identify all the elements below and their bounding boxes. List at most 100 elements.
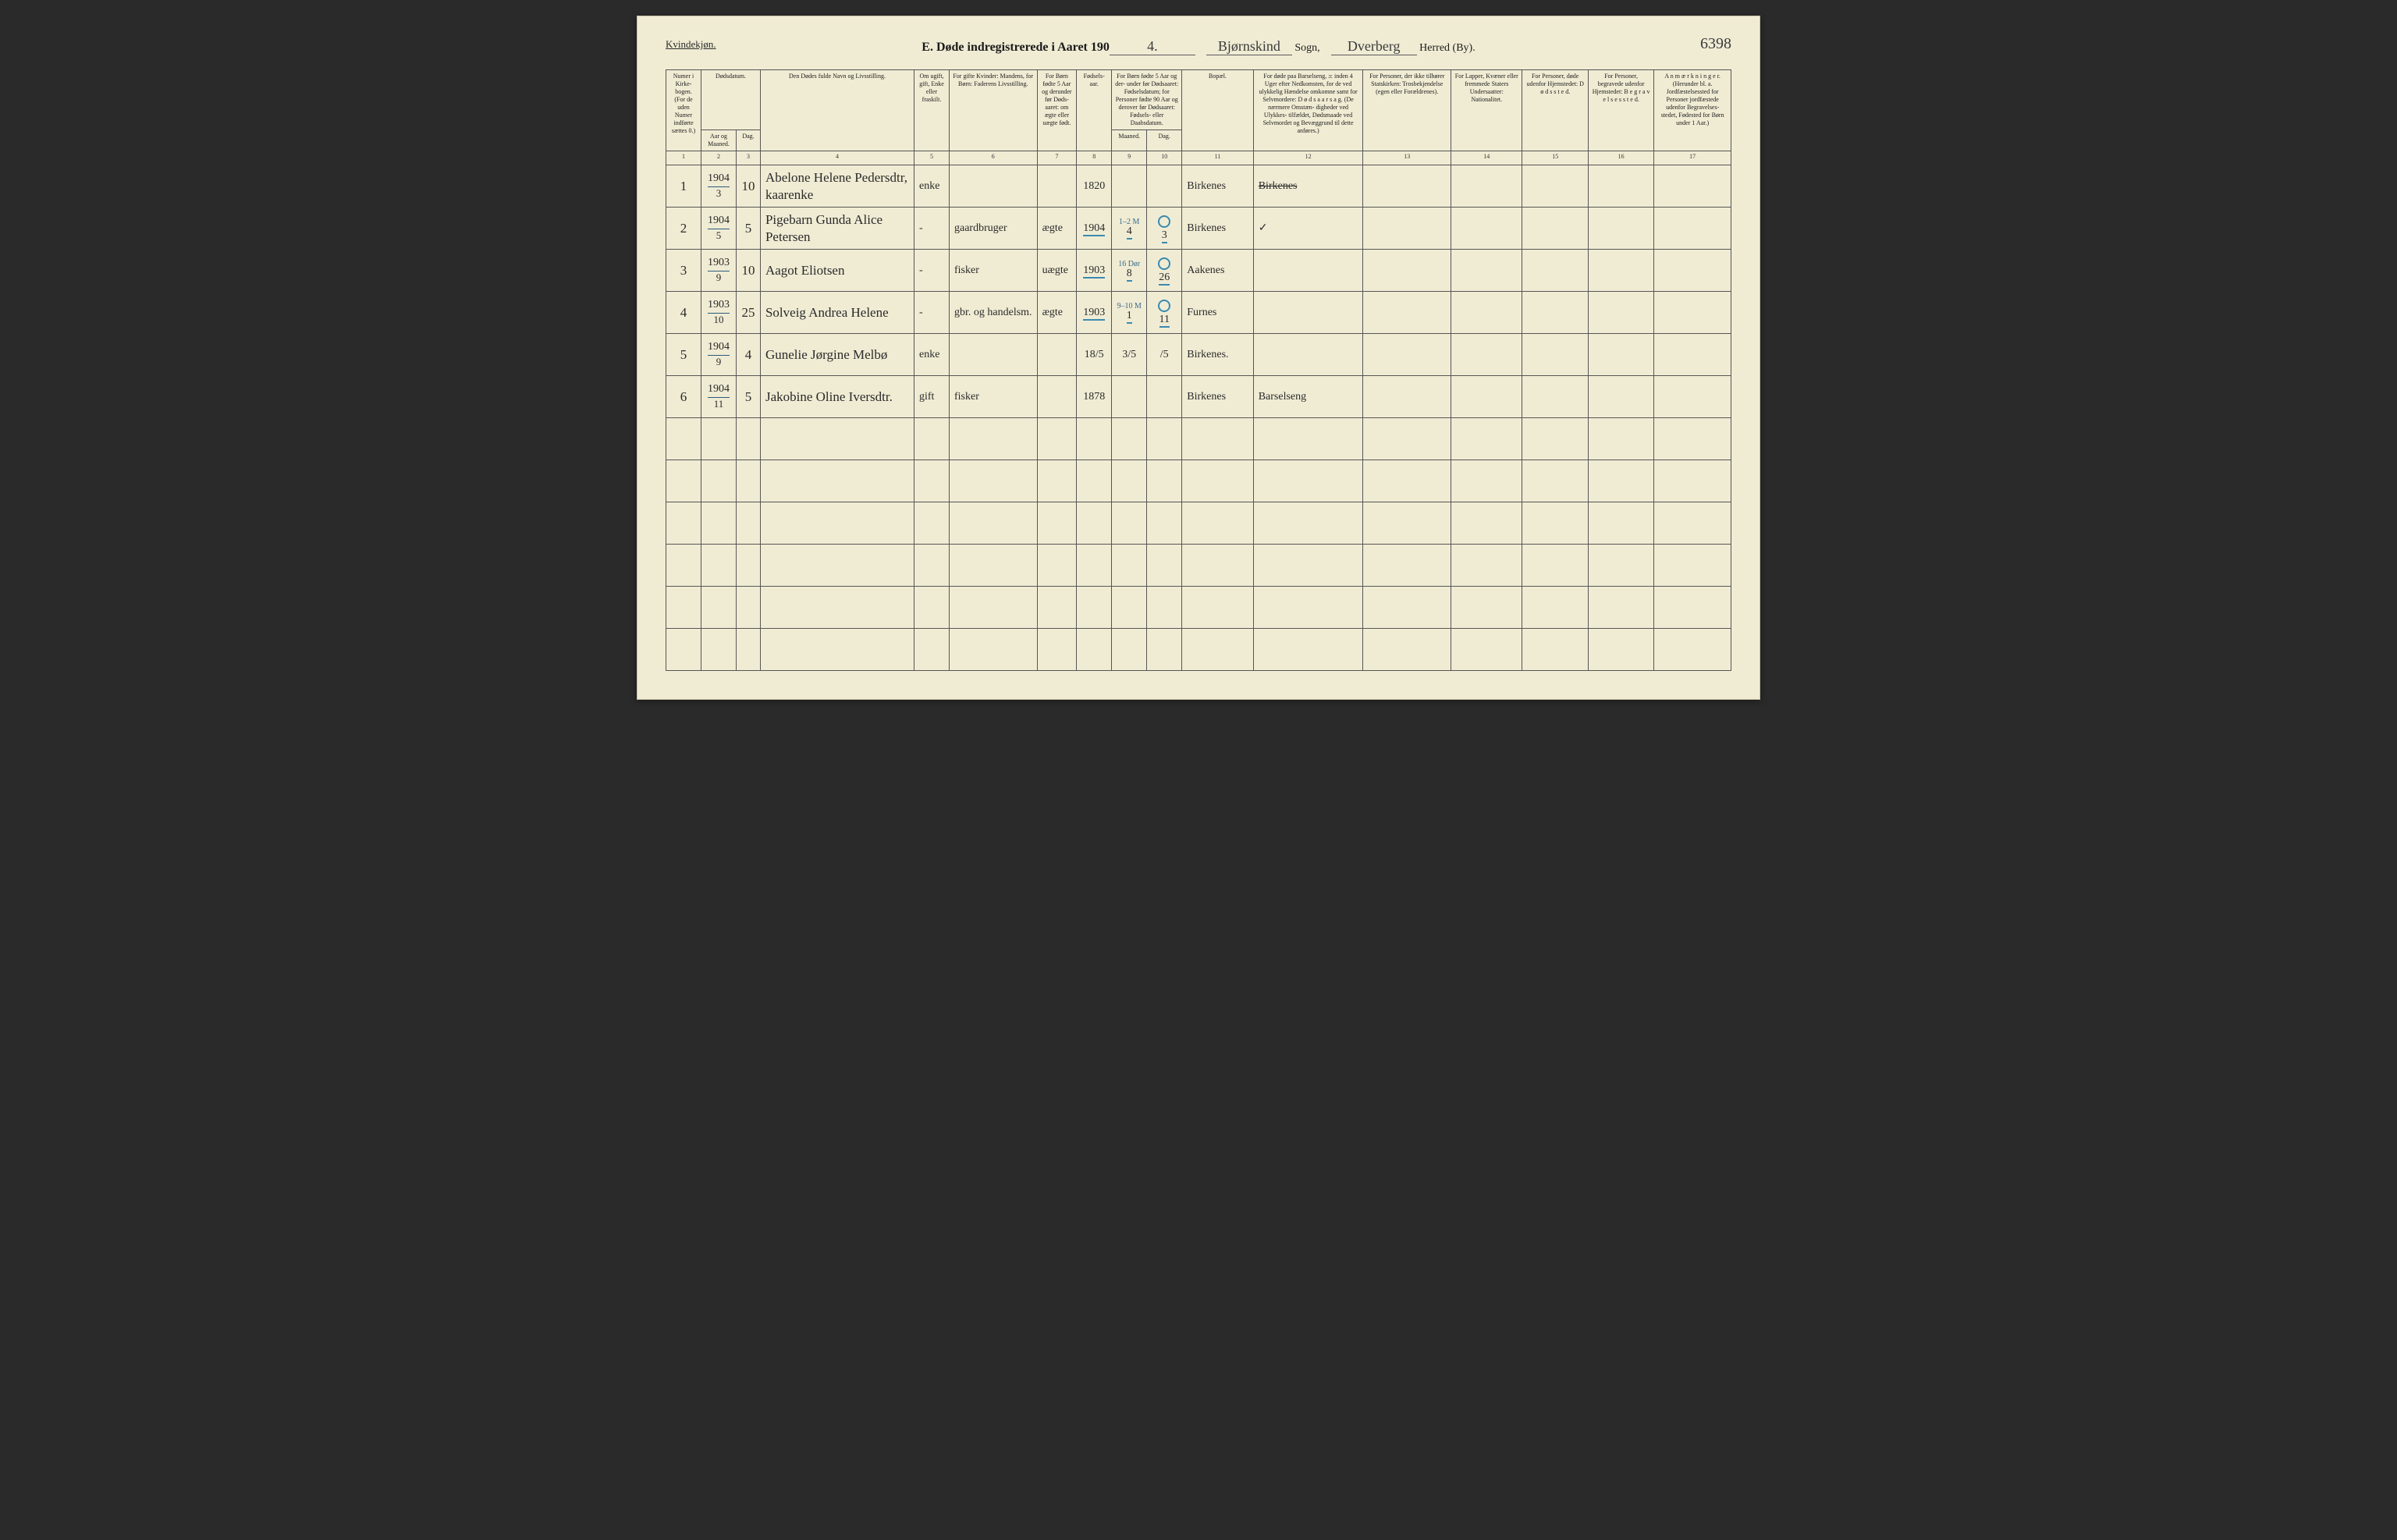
cell-c16 <box>1588 292 1653 334</box>
cell-empty <box>1077 545 1112 587</box>
cell-empty <box>950 587 1038 629</box>
cell-legit: ægte <box>1037 292 1077 334</box>
cell-legit: uægte <box>1037 250 1077 292</box>
column-number: 6 <box>950 151 1038 165</box>
cell-empty <box>1112 545 1147 587</box>
col-header: Dag. <box>737 130 761 151</box>
cell-empty <box>1522 418 1588 460</box>
cell-empty <box>737 587 761 629</box>
cell-bopel: Furnes <box>1182 292 1253 334</box>
cell-empty <box>1451 629 1522 671</box>
cell-birth-day: 11 <box>1147 292 1182 334</box>
cell-empty <box>760 629 914 671</box>
cell-empty <box>914 460 949 502</box>
cell-empty <box>1522 587 1588 629</box>
cell-c15 <box>1522 376 1588 418</box>
cell-birth-day <box>1147 376 1182 418</box>
cell-birth-month: 9–10 M1 <box>1112 292 1147 334</box>
col-header: Den Dødes fulde Navn og Livsstilling. <box>760 70 914 151</box>
cell-legit <box>1037 376 1077 418</box>
cell-year-month: 19049 <box>701 334 737 376</box>
cell-empty <box>1363 460 1451 502</box>
cell-marital: gift <box>914 376 949 418</box>
cell-empty <box>1037 629 1077 671</box>
cell-empty <box>1147 418 1182 460</box>
table-row-empty <box>666 502 1731 545</box>
cell-marital: enke <box>914 165 949 208</box>
cell-empty <box>1077 418 1112 460</box>
column-number: 8 <box>1077 151 1112 165</box>
cell-day: 5 <box>737 208 761 250</box>
table-row-empty <box>666 629 1731 671</box>
cell-bopel: Birkenes. <box>1182 334 1253 376</box>
cell-empty <box>1363 545 1451 587</box>
cell-empty <box>1112 629 1147 671</box>
cell-c13 <box>1363 250 1451 292</box>
cell-c17 <box>1654 334 1731 376</box>
column-number: 7 <box>1037 151 1077 165</box>
cell-c16 <box>1588 334 1653 376</box>
cell-empty <box>950 460 1038 502</box>
cell-day: 4 <box>737 334 761 376</box>
cell-c16 <box>1588 250 1653 292</box>
cell-empty <box>1654 545 1731 587</box>
cell-empty <box>701 502 737 545</box>
cell-bopel: Birkenes <box>1182 208 1253 250</box>
column-number: 3 <box>737 151 761 165</box>
cell-empty <box>1253 502 1363 545</box>
col-header: For Børn fødte 5 Aar og der- under før D… <box>1112 70 1182 130</box>
cell-name: Aagot Eliotsen <box>760 250 914 292</box>
cell-empty <box>1451 587 1522 629</box>
cell-empty <box>666 418 701 460</box>
column-number: 4 <box>760 151 914 165</box>
cell-c13 <box>1363 376 1451 418</box>
cell-empty <box>737 629 761 671</box>
col-header: For Lapper, Kvæner eller fremmede Stater… <box>1451 70 1522 151</box>
cell-c17 <box>1654 250 1731 292</box>
cell-empty <box>950 418 1038 460</box>
cell-c17 <box>1654 165 1731 208</box>
cell-birth-year: 1903 <box>1077 250 1112 292</box>
cell-empty <box>1654 629 1731 671</box>
cell-bopel: Aakenes <box>1182 250 1253 292</box>
cell-empty <box>1522 502 1588 545</box>
ledger-table: Numer i Kirke- bogen. (For de uden Numer… <box>666 69 1731 671</box>
cell-name: Pigebarn Gunda Alice Petersen <box>760 208 914 250</box>
col-header: For gifte Kvinder: Mandens, for Børn: Fa… <box>950 70 1038 151</box>
table-row: 5190494Gunelie Jørgine Melbøenke18/53/5/… <box>666 334 1731 376</box>
cell-father-occ <box>950 334 1038 376</box>
cell-empty <box>1077 587 1112 629</box>
cell-cause <box>1253 250 1363 292</box>
herred-value: Dverberg <box>1331 38 1417 55</box>
cell-empty <box>701 460 737 502</box>
cell-empty <box>1077 629 1112 671</box>
column-number: 16 <box>1588 151 1653 165</box>
cell-empty <box>1253 545 1363 587</box>
cell-empty <box>760 418 914 460</box>
cell-birth-year: 1904 <box>1077 208 1112 250</box>
cell-empty <box>737 502 761 545</box>
cell-empty <box>737 418 761 460</box>
cell-empty <box>701 587 737 629</box>
cell-father-occ: gbr. og handelsm. <box>950 292 1038 334</box>
cell-c13 <box>1363 165 1451 208</box>
herred-label: Herred (By). <box>1419 42 1475 54</box>
cell-empty <box>1147 587 1182 629</box>
col-header: For Personer, der ikke tilhører Statskir… <box>1363 70 1451 151</box>
cell-empty <box>737 545 761 587</box>
cell-empty <box>1522 629 1588 671</box>
cell-empty <box>1182 629 1253 671</box>
cell-empty <box>950 545 1038 587</box>
cell-empty <box>914 629 949 671</box>
cell-empty <box>1253 629 1363 671</box>
cell-legit: ægte <box>1037 208 1077 250</box>
cell-birth-month <box>1112 165 1147 208</box>
cell-empty <box>1182 545 1253 587</box>
cell-empty <box>1182 502 1253 545</box>
column-number: 17 <box>1654 151 1731 165</box>
cell-empty <box>1451 502 1522 545</box>
table-row: 419031025Solveig Andrea Helene-gbr. og h… <box>666 292 1731 334</box>
cell-empty <box>701 629 737 671</box>
cell-empty <box>1077 502 1112 545</box>
cell-c15 <box>1522 292 1588 334</box>
